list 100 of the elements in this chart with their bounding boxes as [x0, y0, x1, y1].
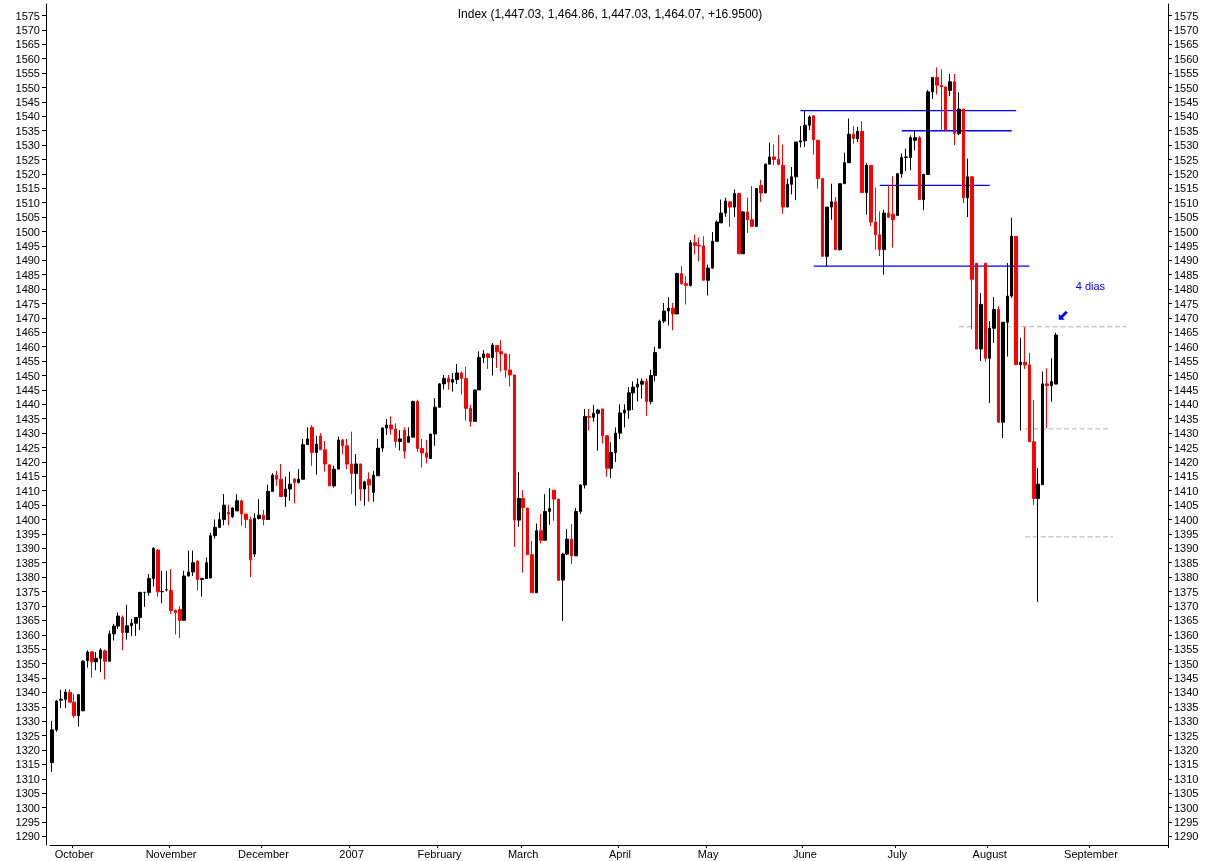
- y2-tick-label: 1525: [1174, 153, 1199, 166]
- candlestick: [759, 179, 763, 203]
- x-tick-label: April: [609, 847, 632, 860]
- candlestick: [486, 352, 490, 370]
- candlestick: [882, 209, 886, 276]
- y2-tick-label: 1385: [1174, 556, 1199, 569]
- y-tick-label: 1525: [15, 153, 40, 166]
- candlestick: [755, 188, 758, 228]
- candlestick: [86, 649, 89, 669]
- candlestick: [121, 614, 124, 651]
- candlestick: [587, 408, 591, 432]
- y-tick-label: 1485: [15, 268, 40, 281]
- candlestick: [539, 513, 543, 544]
- candlestick: [962, 108, 965, 204]
- candlestick: [953, 73, 956, 146]
- y-tick-label: 1355: [15, 643, 40, 656]
- y2-tick-label: 1425: [1174, 441, 1199, 454]
- y2-tick-label: 1355: [1174, 643, 1199, 656]
- y2-tick-label: 1565: [1174, 38, 1199, 51]
- candlestick: [812, 115, 815, 156]
- x-tick-label: May: [697, 847, 719, 860]
- chart-title: Index (1,447.03, 1,464.86, 1,447.03, 1,464.07, +16.9500): [457, 7, 763, 21]
- candlestick: [227, 504, 230, 526]
- y-tick-label: 1495: [15, 239, 40, 252]
- y-tick-label: 1345: [15, 671, 40, 684]
- y-tick-label: 1295: [15, 815, 40, 828]
- candlestick: [860, 120, 864, 194]
- y-tick-label: 1500: [15, 225, 40, 238]
- y-tick-label: 1505: [15, 211, 40, 224]
- y2-tick-label: 1500: [1174, 225, 1199, 238]
- y-tick-label: 1450: [15, 369, 40, 382]
- y-tick-label: 1400: [15, 513, 40, 526]
- y2-tick-label: 1290: [1174, 830, 1199, 843]
- candlestick: [279, 463, 283, 498]
- y2-tick-label: 1380: [1174, 571, 1199, 584]
- candlestick: [918, 135, 921, 201]
- y2-tick-label: 1505: [1174, 211, 1199, 224]
- y2-tick-label: 1360: [1174, 628, 1199, 641]
- y2-tick-label: 1295: [1174, 815, 1199, 828]
- candlestick: [737, 193, 741, 255]
- y-tick-label: 1435: [15, 412, 40, 425]
- candlestick: [570, 523, 573, 565]
- y2-tick-label: 1375: [1174, 585, 1199, 598]
- x-tick-label: August: [972, 847, 1007, 860]
- y2-tick-label: 1395: [1174, 527, 1199, 540]
- y2-tick-label: 1340: [1174, 686, 1199, 699]
- y-tick-label: 1480: [15, 283, 40, 296]
- y-tick-label: 1315: [15, 758, 40, 771]
- y2-tick-label: 1575: [1174, 9, 1199, 22]
- candlestick: [521, 489, 525, 574]
- candlestick: [491, 342, 494, 377]
- candlestick: [293, 477, 296, 504]
- y-tick-label: 1350: [15, 657, 40, 670]
- y-tick-label: 1385: [15, 556, 40, 569]
- y2-tick-label: 1405: [1174, 499, 1199, 512]
- y2-tick-label: 1450: [1174, 369, 1199, 382]
- candlestick: [596, 408, 600, 452]
- candlestick: [403, 426, 406, 459]
- x-tick-label: 2007: [339, 847, 364, 860]
- candlestick: [834, 196, 837, 251]
- y-tick-label: 1565: [15, 38, 40, 51]
- y-tick-label: 1320: [15, 743, 40, 756]
- candlestick: [865, 162, 868, 216]
- candlestick: [517, 471, 521, 528]
- y-tick-label: 1570: [15, 23, 40, 36]
- y2-tick-label: 1460: [1174, 340, 1199, 353]
- y-tick-label: 1535: [15, 124, 40, 137]
- y-tick-label: 1325: [15, 729, 40, 742]
- y2-tick-label: 1390: [1174, 542, 1199, 555]
- y-tick-label: 1575: [15, 9, 40, 22]
- candlestick: [165, 570, 168, 593]
- y2-tick-label: 1420: [1174, 455, 1199, 468]
- candlestick: [1014, 235, 1018, 366]
- candlestick: [979, 292, 983, 362]
- y2-tick-label: 1470: [1174, 311, 1199, 324]
- x-tick-label: February: [417, 847, 463, 860]
- y2-tick-label: 1410: [1174, 484, 1199, 497]
- y-tick-label: 1305: [15, 787, 40, 800]
- y-tick-label: 1520: [15, 167, 40, 180]
- y-tick-label: 1465: [15, 326, 40, 339]
- candlestick: [222, 493, 226, 526]
- y-tick-label: 1475: [15, 297, 40, 310]
- y2-tick-label: 1480: [1174, 283, 1199, 296]
- candlestick: [156, 548, 160, 598]
- x-tick-label: July: [887, 847, 908, 860]
- candlestick: [191, 550, 195, 577]
- candlestick: [262, 509, 265, 526]
- candlestick: [535, 523, 538, 594]
- candlestick: [856, 126, 859, 143]
- y-tick-label: 1430: [15, 427, 40, 440]
- y2-tick-label: 1435: [1174, 412, 1199, 425]
- y-tick-label: 1380: [15, 571, 40, 584]
- y2-tick-label: 1330: [1174, 715, 1199, 728]
- y-tick-label: 1540: [15, 110, 40, 123]
- y2-tick-label: 1440: [1174, 398, 1199, 411]
- y-tick-label: 1395: [15, 527, 40, 540]
- y2-tick-label: 1300: [1174, 801, 1199, 814]
- candlestick: [125, 604, 129, 641]
- candlestick: [103, 648, 107, 680]
- y-tick-label: 1550: [15, 81, 40, 94]
